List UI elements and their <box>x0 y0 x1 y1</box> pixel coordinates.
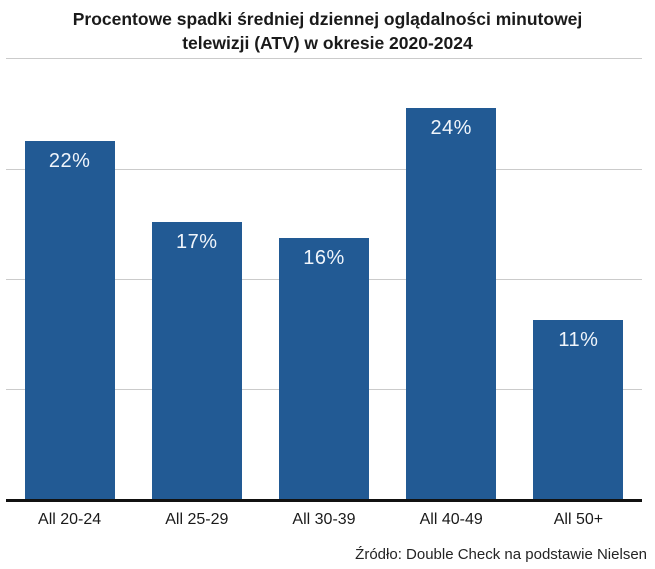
bars: 22% 17% 16% 24% 11% <box>6 59 642 499</box>
chart-title-line-1: Procentowe spadki średniej dziennej oglą… <box>72 9 583 29</box>
bar: 17% <box>151 222 242 499</box>
source-note: Źródło: Double Check na podstawie Nielse… <box>355 546 647 563</box>
chart-title: Procentowe spadki średniej dziennej oglą… <box>0 7 655 55</box>
chart-title-line-2: telewizji (ATV) w okresie 2020-2024 <box>182 33 473 53</box>
bar-slot: 24% <box>388 59 515 499</box>
bar: 16% <box>279 238 369 499</box>
x-axis-label: All 30-39 <box>292 511 356 528</box>
x-axis-labels: All 20-24 All 25-29 All 30-39 All 40-49 All … <box>6 510 642 530</box>
bar-value-label: 11% <box>558 328 599 351</box>
bar: 11% <box>533 319 624 499</box>
bar-slot: 16% <box>260 59 387 499</box>
bar: 22% <box>24 140 115 499</box>
bar-value-label: 24% <box>430 116 472 139</box>
bar-value-label: 16% <box>303 247 345 270</box>
plot-area: 22% 17% 16% 24% 11% <box>6 58 642 502</box>
bar-value-label: 17% <box>176 231 218 253</box>
gridline <box>6 169 642 170</box>
x-axis-label: All 50+ <box>553 511 604 528</box>
bar: 24% <box>406 107 497 499</box>
x-axis-label: All 40-49 <box>419 511 483 528</box>
bar-value-label: 22% <box>48 149 91 172</box>
bar-slot: 11% <box>515 59 642 499</box>
x-axis-label: All 25-29 <box>165 511 229 528</box>
bar-slot: 22% <box>6 59 133 499</box>
bar-slot: 17% <box>133 59 260 499</box>
x-axis-label: All 20-24 <box>38 511 102 528</box>
